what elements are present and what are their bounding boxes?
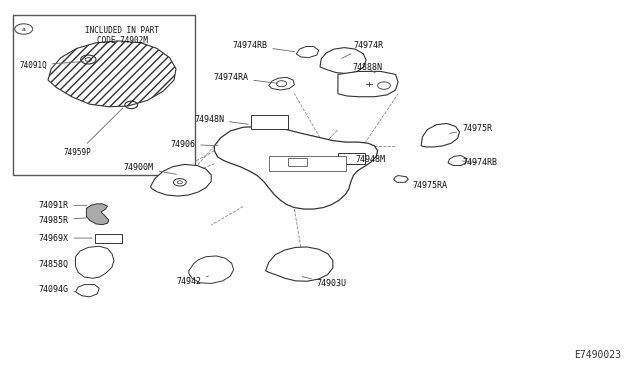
Text: 74858Q: 74858Q [38,260,74,269]
Bar [338,153,365,164]
Text: 74903U: 74903U [302,277,347,288]
Bar [95,234,122,243]
Polygon shape [448,155,466,166]
Polygon shape [269,156,346,171]
Text: 74974RA: 74974RA [213,73,278,83]
Polygon shape [269,77,294,90]
Text: 74948N: 74948N [194,115,248,124]
Bar [13,15,195,175]
Polygon shape [266,247,333,281]
Text: 74091Q: 74091Q [19,61,84,70]
Text: E7490023: E7490023 [574,350,621,360]
Polygon shape [394,176,408,182]
Polygon shape [338,71,398,97]
Text: 74888N: 74888N [352,63,382,73]
Polygon shape [48,41,176,107]
Text: 74906: 74906 [170,140,218,149]
Polygon shape [214,126,378,209]
Polygon shape [86,204,109,225]
Text: 74975RA: 74975RA [407,180,448,190]
Text: 74974RB: 74974RB [462,158,497,167]
Text: 74900M: 74900M [124,163,177,174]
Polygon shape [189,256,234,283]
Polygon shape [288,158,307,166]
Text: 74942: 74942 [176,276,209,286]
Text: 74975R: 74975R [449,124,492,134]
Text: 74948M: 74948M [349,155,385,164]
Polygon shape [150,164,211,196]
Text: 74974R: 74974R [342,41,383,58]
Text: a: a [22,26,26,32]
Polygon shape [76,246,114,278]
Text: 74985R: 74985R [38,216,87,225]
Polygon shape [421,124,460,147]
Text: INCLUDED IN PART
CODE 74902M: INCLUDED IN PART CODE 74902M [85,26,159,45]
Text: 74091R: 74091R [38,201,87,210]
Text: 74959P: 74959P [64,108,123,157]
Polygon shape [296,46,319,58]
Text: 74969X: 74969X [38,234,92,243]
Bar [251,115,288,129]
Text: 74094G: 74094G [38,285,76,294]
Polygon shape [320,48,366,74]
Text: 74974RB: 74974RB [232,41,295,52]
Polygon shape [76,285,99,297]
